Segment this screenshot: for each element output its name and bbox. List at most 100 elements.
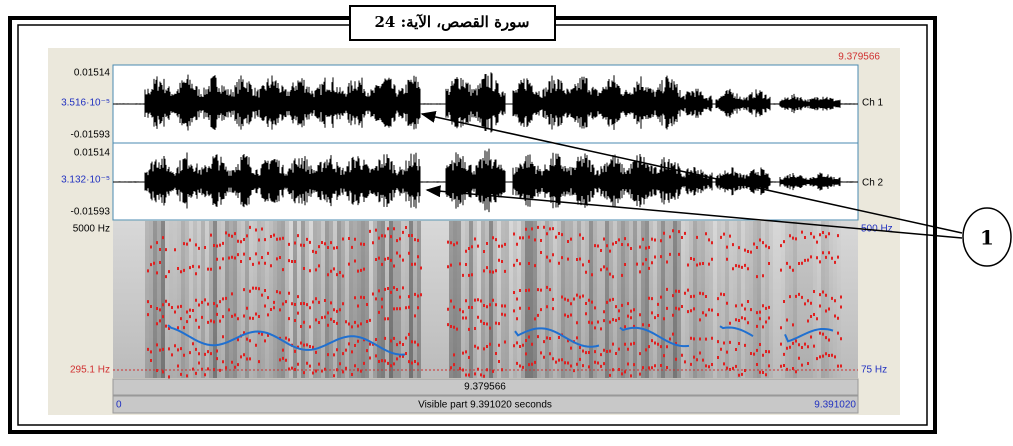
ch1-max: 0.01514 xyxy=(74,68,111,79)
spectral-column xyxy=(793,221,797,378)
spectral-column xyxy=(293,221,297,378)
spectral-column xyxy=(641,221,645,378)
spectral-column xyxy=(709,221,713,378)
spectral-column xyxy=(365,221,369,378)
spectral-column xyxy=(677,221,681,378)
spectral-column xyxy=(377,221,381,378)
spectral-column xyxy=(229,221,233,378)
spectral-column xyxy=(529,221,533,378)
ch2-label: Ch 2 xyxy=(862,178,884,189)
spectral-column xyxy=(345,221,349,378)
screenshot: سورة القصص، الآية: 24 9.379566 0.01514 3… xyxy=(0,0,1013,441)
caption: سورة القصص، الآية: 24 xyxy=(375,13,530,31)
spectral-column xyxy=(417,221,421,378)
spectral-column xyxy=(789,221,793,378)
spectral-column xyxy=(629,221,633,378)
spectral-column xyxy=(721,221,725,378)
ch2-max: 0.01514 xyxy=(74,148,111,159)
freq-max: 5000 Hz xyxy=(73,224,110,235)
spectral-column xyxy=(797,221,801,378)
spectral-column xyxy=(145,221,149,378)
spectral-column xyxy=(693,221,697,378)
spectral-column xyxy=(705,221,709,378)
spectral-column xyxy=(237,221,241,378)
spectral-column xyxy=(801,221,805,378)
spectral-column xyxy=(669,221,673,378)
spectral-column xyxy=(337,221,341,378)
spectral-column xyxy=(745,221,749,378)
spectral-column xyxy=(617,221,621,378)
cursor-bar-label: 9.379566 xyxy=(464,382,506,393)
spectral-column xyxy=(685,221,689,378)
spectral-column xyxy=(813,221,817,378)
spectral-column xyxy=(785,221,789,378)
spectral-column xyxy=(253,221,257,378)
spectral-column xyxy=(541,221,545,378)
spectral-column xyxy=(165,221,169,378)
spectral-column xyxy=(769,221,773,378)
spectral-column xyxy=(581,221,585,378)
spectral-column xyxy=(837,221,841,378)
spectral-column xyxy=(821,221,825,378)
visible-start: 0 xyxy=(116,400,122,411)
spectral-column xyxy=(577,221,581,378)
spectral-column xyxy=(701,221,705,378)
spectral-column xyxy=(385,221,389,378)
ch2-min: -0.01593 xyxy=(71,207,111,218)
spectral-column xyxy=(757,221,761,378)
spectral-column xyxy=(809,221,813,378)
spectral-column xyxy=(665,221,669,378)
spectral-column xyxy=(569,221,573,378)
spectral-column xyxy=(189,221,193,378)
spectral-column xyxy=(657,221,661,378)
spectral-column xyxy=(653,221,657,378)
spectral-column xyxy=(409,221,413,378)
freq-min: 295.1 Hz xyxy=(70,365,110,376)
spectral-column xyxy=(725,221,729,378)
spectral-column xyxy=(633,221,637,378)
spectral-column xyxy=(265,221,269,378)
spectral-column xyxy=(817,221,821,378)
ch1-mid: 3.516·10⁻⁵ xyxy=(61,98,110,109)
spectral-column xyxy=(673,221,677,378)
spectral-column xyxy=(689,221,693,378)
spectral-column xyxy=(173,221,177,378)
spectral-column xyxy=(533,221,537,378)
spectral-column xyxy=(317,221,321,378)
spectral-column xyxy=(497,221,501,378)
spectral-column xyxy=(349,221,353,378)
ch1-label: Ch 1 xyxy=(862,98,884,109)
callout-label: 1 xyxy=(980,226,994,250)
spectral-column xyxy=(269,221,273,378)
spectral-column xyxy=(557,221,561,378)
spectral-column xyxy=(273,221,277,378)
spectral-column xyxy=(261,221,265,378)
spectral-column xyxy=(329,221,333,378)
spectral-column xyxy=(305,221,309,378)
spectral-column xyxy=(537,221,541,378)
spectral-column xyxy=(353,221,357,378)
spectral-column xyxy=(369,221,373,378)
spectrogram-content xyxy=(145,221,842,378)
time-cursor: 9.379566 xyxy=(838,52,880,63)
spectral-column xyxy=(469,221,473,378)
spectral-column xyxy=(457,221,461,378)
spectral-column xyxy=(741,221,745,378)
ch2-mid: 3.132·10⁻⁵ xyxy=(61,175,110,186)
spectral-column xyxy=(249,221,253,378)
pitch-min: 75 Hz xyxy=(861,365,887,376)
spectral-column xyxy=(413,221,417,378)
spectral-column xyxy=(737,221,741,378)
visible-label: Visible part 9.391020 seconds xyxy=(418,400,552,411)
spectral-column xyxy=(545,221,549,378)
spectral-column xyxy=(245,221,249,378)
spectral-column xyxy=(521,221,525,378)
spectral-column xyxy=(389,221,393,378)
ch1-min: -0.01593 xyxy=(71,130,111,141)
spectral-column xyxy=(157,221,161,378)
visible-end: 9.391020 xyxy=(814,400,856,411)
spectral-column xyxy=(257,221,261,378)
spectral-column xyxy=(153,221,157,378)
spectral-column xyxy=(161,221,165,378)
spectral-column xyxy=(177,221,181,378)
